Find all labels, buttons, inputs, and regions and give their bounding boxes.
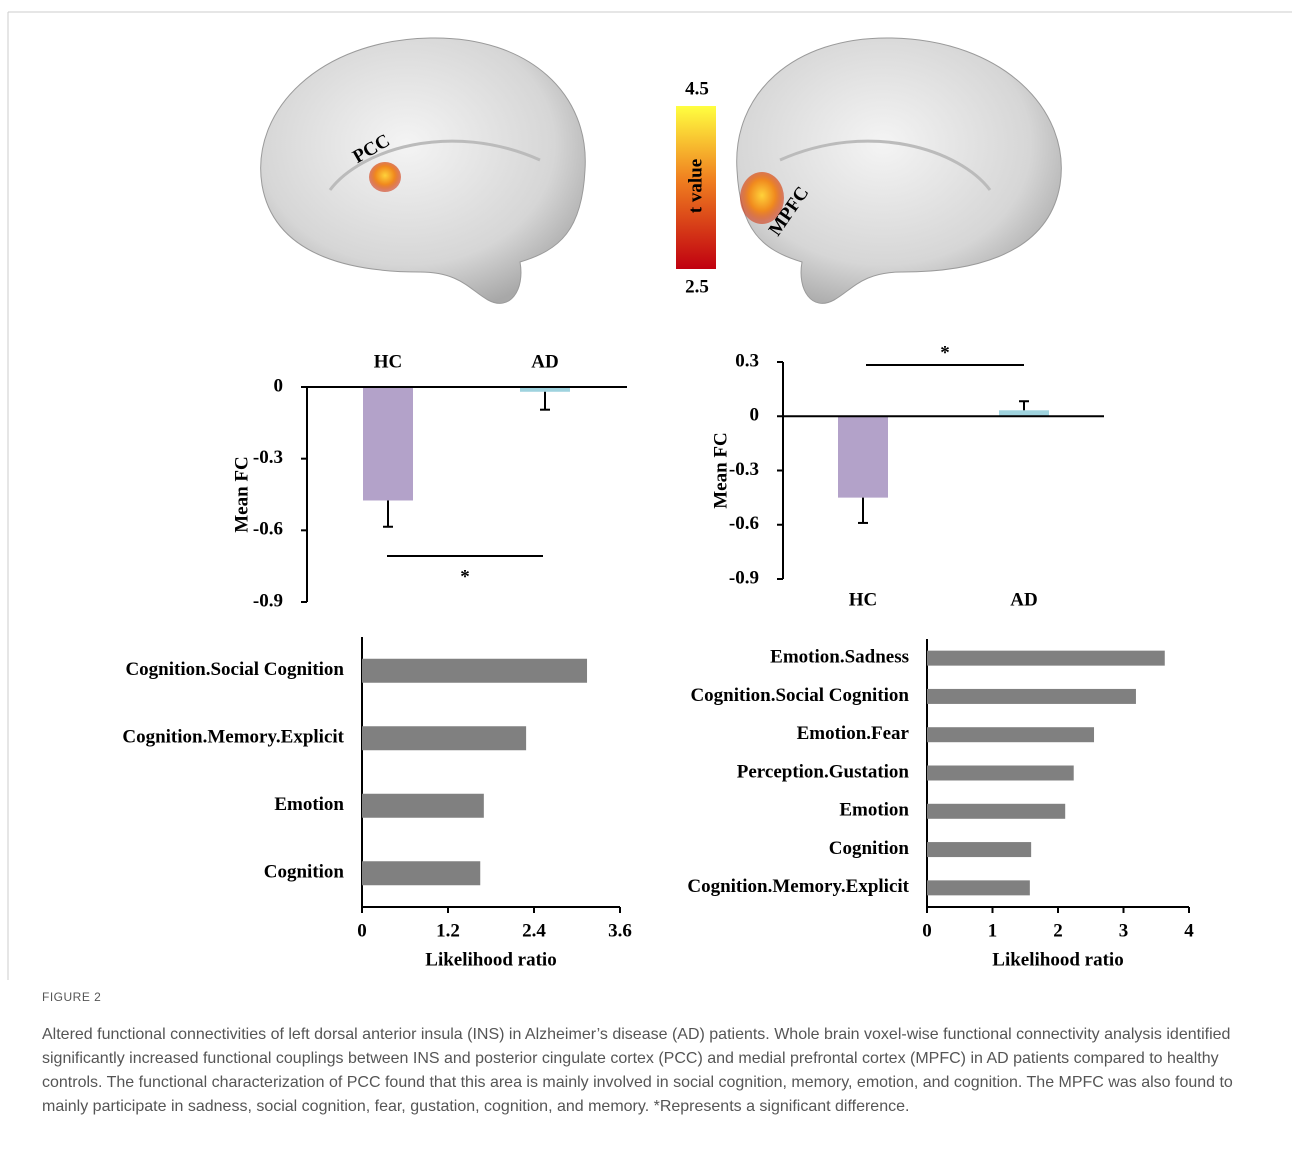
colorbar-label: t value bbox=[685, 159, 706, 213]
y-tick-label: -0.3 bbox=[253, 447, 283, 468]
x-tick-label: 2.4 bbox=[522, 920, 546, 941]
bar bbox=[927, 880, 1030, 895]
caption-text: Altered functional connectivities of lef… bbox=[42, 1023, 1262, 1119]
x-tick-label: 4 bbox=[1184, 920, 1194, 941]
bar bbox=[927, 842, 1031, 857]
y-axis-label: Mean FC bbox=[710, 432, 731, 509]
bar bbox=[927, 727, 1094, 742]
x-tick-label: 3.6 bbox=[608, 920, 632, 941]
x-axis-label: Likelihood ratio bbox=[992, 949, 1123, 970]
y-axis-label: Mean FC bbox=[231, 456, 252, 533]
x-tick-label: AD bbox=[531, 351, 558, 372]
bar bbox=[362, 794, 484, 818]
x-tick-label: 0 bbox=[357, 920, 367, 941]
bar bbox=[362, 861, 480, 885]
bar bbox=[927, 766, 1074, 781]
y-tick-label: Emotion.Fear bbox=[797, 723, 910, 744]
bar bbox=[927, 804, 1065, 819]
x-tick-label: HC bbox=[849, 589, 878, 610]
x-tick-label: 1 bbox=[988, 920, 998, 941]
significance-star: * bbox=[940, 342, 950, 363]
bar bbox=[838, 416, 888, 497]
bar bbox=[362, 726, 526, 750]
y-tick-label: -0.3 bbox=[729, 459, 759, 480]
y-tick-label: -0.9 bbox=[729, 567, 759, 588]
x-tick-label: HC bbox=[374, 351, 403, 372]
figure: PCC MPFC 4.5 2.5 t value 0-0.3-0.6-0.9HC… bbox=[0, 0, 1292, 980]
left-brain bbox=[261, 38, 586, 303]
colorbar-min: 2.5 bbox=[685, 276, 709, 297]
y-tick-label: -0.6 bbox=[729, 513, 759, 534]
y-tick-label: 0.3 bbox=[735, 350, 759, 371]
y-tick-label: Emotion.Sadness bbox=[770, 647, 909, 668]
significance-star: * bbox=[460, 566, 470, 587]
bar bbox=[927, 689, 1136, 704]
y-tick-label: 0 bbox=[274, 375, 284, 396]
page: {"figure": { "labels": {"left_region": "… bbox=[0, 0, 1292, 1149]
y-tick-label: Cognition.Memory.Explicit bbox=[687, 876, 909, 897]
pcc-blob bbox=[369, 162, 401, 192]
right-brain bbox=[737, 38, 1062, 303]
x-tick-label: 1.2 bbox=[436, 920, 460, 941]
y-tick-label: -0.6 bbox=[253, 519, 283, 540]
colorbar-max: 4.5 bbox=[685, 78, 709, 99]
y-tick-label: 0 bbox=[750, 405, 760, 426]
y-tick-label: Cognition.Social Cognition bbox=[125, 659, 344, 680]
y-tick-label: Cognition bbox=[264, 862, 345, 883]
caption-title: FIGURE 2 bbox=[42, 985, 1262, 1009]
y-tick-label: Perception.Gustation bbox=[737, 761, 910, 782]
x-axis-label: Likelihood ratio bbox=[425, 949, 556, 970]
x-tick-label: AD bbox=[1010, 589, 1037, 610]
x-tick-label: 0 bbox=[922, 920, 932, 941]
y-tick-label: -0.9 bbox=[253, 590, 283, 611]
y-tick-label: Emotion bbox=[274, 794, 344, 815]
bar bbox=[927, 651, 1165, 666]
y-tick-label: Cognition.Memory.Explicit bbox=[122, 727, 344, 748]
bar bbox=[362, 659, 587, 683]
y-tick-label: Emotion bbox=[839, 800, 909, 821]
x-tick-label: 2 bbox=[1053, 920, 1063, 941]
y-tick-label: Cognition bbox=[829, 838, 910, 859]
y-tick-label: Cognition.Social Cognition bbox=[690, 685, 909, 706]
caption: FIGURE 2 Altered functional connectiviti… bbox=[42, 985, 1262, 1119]
bar bbox=[363, 387, 413, 500]
x-tick-label: 3 bbox=[1119, 920, 1129, 941]
